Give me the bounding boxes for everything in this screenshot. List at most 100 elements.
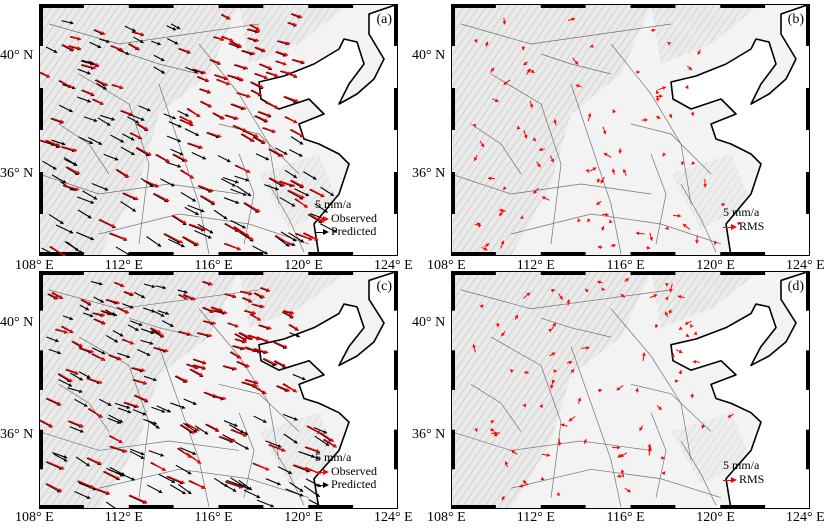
panel-label: (a) xyxy=(376,12,392,27)
lon-label: 108° E xyxy=(427,258,466,273)
observed-arrow xyxy=(235,164,251,174)
rms-arrow xyxy=(516,125,521,130)
predicted-arrow xyxy=(160,178,175,187)
predicted-arrow xyxy=(143,307,156,313)
predicted-arrow xyxy=(151,406,166,413)
observed-arrow xyxy=(94,28,106,35)
predicted-arrow xyxy=(180,192,197,202)
rms-arrow xyxy=(511,449,518,455)
observed-arrow xyxy=(224,242,241,251)
predicted-arrow xyxy=(96,82,107,90)
observed-arrow xyxy=(239,331,251,339)
predicted-arrow xyxy=(132,409,147,416)
relief-north xyxy=(239,4,349,64)
rms-arrow xyxy=(551,322,557,330)
predicted-arrow xyxy=(146,419,160,429)
predicted-arrow xyxy=(140,328,155,335)
observed-arrow xyxy=(114,281,125,287)
rms-arrow xyxy=(597,280,603,285)
fault-line xyxy=(451,173,652,195)
observed-arrow xyxy=(197,332,213,338)
observed-arrow xyxy=(132,366,146,372)
predicted-arrow xyxy=(74,490,91,500)
legend-entry: Predicted xyxy=(315,478,377,491)
observed-arrow xyxy=(253,462,270,471)
observed-arrow xyxy=(39,71,51,78)
observed-arrow xyxy=(175,375,189,383)
predicted-arrow xyxy=(146,484,163,494)
fault-line xyxy=(650,412,667,498)
rms-arrow xyxy=(536,161,541,168)
observed-arrow xyxy=(282,311,294,318)
predicted-arrow xyxy=(320,223,338,233)
observed-arrow xyxy=(144,179,159,187)
predicted-arrow xyxy=(217,155,231,163)
predicted-arrow xyxy=(169,484,186,495)
observed-arrow xyxy=(309,188,325,198)
predicted-arrow xyxy=(168,238,185,248)
rms-arrow xyxy=(737,221,742,226)
fault-line xyxy=(610,308,692,460)
observed-arrow xyxy=(66,166,81,175)
observed-arrow xyxy=(295,198,308,209)
predicted-arrow xyxy=(289,149,303,157)
predicted-arrow xyxy=(143,283,156,289)
rms-arrow xyxy=(672,213,681,218)
fault-line xyxy=(630,383,712,432)
legend-entry: RMS xyxy=(723,473,764,486)
legend-arrow-icon xyxy=(723,222,737,232)
predicted-arrow xyxy=(83,116,98,123)
observed-arrow xyxy=(62,44,75,51)
observed-arrow xyxy=(259,324,272,330)
legend-arrow-icon xyxy=(315,467,329,477)
predicted-arrow xyxy=(153,54,165,62)
predicted-arrow xyxy=(313,426,328,434)
predicted-arrow xyxy=(285,488,304,497)
predicted-arrow xyxy=(105,501,118,509)
observed-arrow xyxy=(230,40,242,47)
predicted-arrow xyxy=(157,310,170,316)
predicted-arrow xyxy=(70,372,84,381)
rms-arrow xyxy=(498,210,505,217)
legend-label: Predicted xyxy=(331,477,377,491)
fault-line xyxy=(540,317,612,338)
observed-arrow xyxy=(255,115,269,122)
fault-line xyxy=(451,431,652,451)
predicted-arrow xyxy=(105,334,119,343)
observed-arrow xyxy=(250,313,262,321)
fault-lines xyxy=(39,289,310,508)
rms-arrow xyxy=(619,452,628,458)
predicted-arrow xyxy=(45,483,61,493)
rms-arrow xyxy=(669,283,673,293)
observed-arrow xyxy=(179,115,193,124)
observed-arrow xyxy=(200,100,212,108)
rms-arrow xyxy=(479,304,484,309)
predicted-arrow xyxy=(220,482,237,492)
predicted-arrow xyxy=(89,41,102,49)
predicted-arrow xyxy=(48,213,64,225)
predicted-arrow xyxy=(314,203,329,213)
observed-arrow xyxy=(288,21,297,26)
relief-west xyxy=(39,271,239,509)
rms-arrow xyxy=(721,202,726,207)
observed-arrow xyxy=(295,232,313,241)
observed-arrow xyxy=(279,180,296,188)
predicted-arrow xyxy=(130,320,143,327)
map-svg-c xyxy=(39,271,398,509)
rms-arrow xyxy=(577,397,582,405)
rms-arrow xyxy=(600,225,605,231)
observed-arrow xyxy=(46,397,62,406)
observed-arrow xyxy=(203,320,217,325)
observed-arrow xyxy=(269,148,284,157)
rms-arrow xyxy=(538,147,546,152)
map-panel-b: (b) 5 mm/a RMS xyxy=(451,4,810,256)
observed-arrow xyxy=(130,132,142,139)
observed-arrow xyxy=(253,135,266,144)
observed-arrow xyxy=(81,298,92,305)
predicted-arrow xyxy=(177,110,190,117)
predicted-arrow xyxy=(153,66,166,74)
rms-arrow xyxy=(701,424,705,429)
observed-arrow xyxy=(252,303,265,309)
predicted-arrow xyxy=(91,347,106,355)
lon-label: 112° E xyxy=(516,258,555,273)
